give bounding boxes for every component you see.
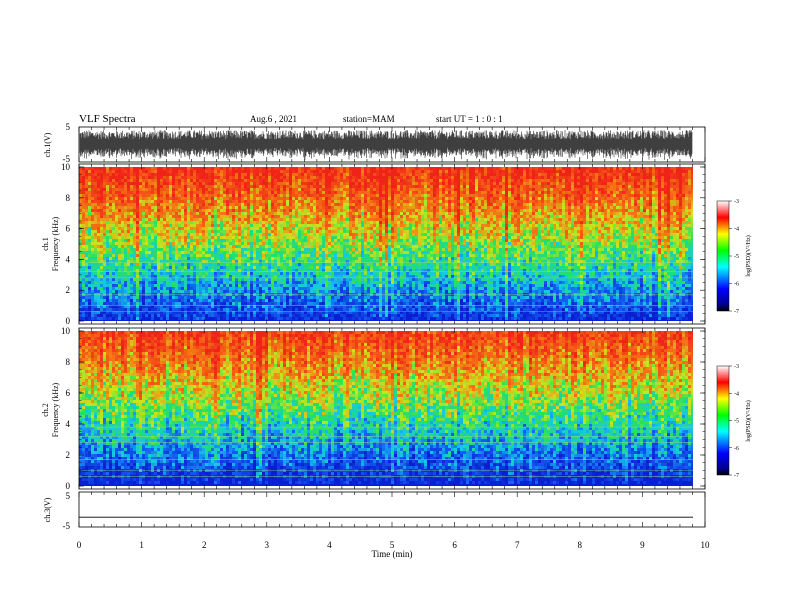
ch1-ylabel: ch.1(V): [43, 132, 52, 157]
ch1-colorbar-label: log(PSD)(V²/Hz): [745, 235, 752, 276]
ch1-spectrogram-panel: 0 2 4 6 8 10 ch.1 Frequency (kHz): [41, 162, 705, 326]
x-tick-label: 10: [701, 540, 711, 550]
start-ut-label: start UT = 1 : 0 : 1: [436, 114, 503, 124]
ch2-colorbar-label: log(PSD)(V²/Hz): [745, 400, 752, 441]
ch1-ytick-top: 5: [66, 122, 71, 132]
y-tick-label: 8: [66, 357, 71, 367]
ch1-waveform-panel: 5 -5 ch.1(V): [43, 122, 705, 164]
colorbar-tick-label: -3: [734, 364, 739, 370]
y-tick-label: 8: [66, 193, 71, 203]
colorbar-tick-label: -7: [734, 309, 739, 315]
ch3-waveform-panel: 5 -5 ch.3(V): [43, 491, 705, 531]
y-tick-label: 10: [61, 162, 71, 172]
ch1-waveform-line: [80, 130, 692, 160]
ch1-colorbar-scale: [717, 201, 729, 311]
date-label: Aug.6 , 2021: [250, 114, 297, 124]
x-tick-label: 7: [515, 540, 520, 550]
ch2-colorbar-ticks: -3 -4 -5 -6 -7: [729, 364, 739, 479]
ch1-colorbar-ticks: -3 -4 -5 -6 -7: [729, 199, 739, 315]
ch3-ylabel: ch.3(V): [43, 497, 52, 522]
y-tick-label: 10: [61, 326, 71, 336]
colorbar-tick-label: -6: [734, 446, 739, 452]
colorbar-tick-label: -7: [734, 473, 739, 479]
ch3-ytick-top: 5: [66, 491, 71, 501]
y-tick-label: 2: [66, 450, 71, 460]
ch1-colorbar: -3 -4 -5 -6 -7 log(PSD)(V²/Hz): [717, 199, 752, 315]
x-tick-label: 6: [452, 540, 457, 550]
ch2-colorbar-scale: [717, 366, 729, 475]
colorbar-tick-label: -5: [734, 419, 739, 425]
y-tick-label: 0: [66, 481, 71, 491]
x-tick-label: 3: [265, 540, 270, 550]
y-tick-label: 4: [66, 254, 71, 264]
colorbar-tick-label: -6: [734, 282, 739, 288]
y-tick-label: 2: [66, 285, 71, 295]
y-tick-label: 0: [66, 316, 71, 326]
station-label: station=MAM: [343, 114, 395, 124]
x-tick-label: 4: [327, 540, 332, 550]
ch1-frequency-label: Frequency (kHz): [51, 216, 60, 271]
figure-title: VLF Spectra: [79, 113, 136, 125]
ch3-ytick-bottom: -5: [63, 521, 71, 531]
colorbar-tick-label: -4: [734, 227, 739, 233]
ch1-waveform-trace: [80, 130, 692, 160]
x-tick-label: 1: [139, 540, 144, 550]
ch2-frequency-label-channel: ch.2: [41, 403, 50, 417]
colorbar-tick-label: -3: [734, 199, 739, 205]
colorbar-tick-label: -5: [734, 254, 739, 260]
ch2-colorbar: -3 -4 -5 -6 -7 log(PSD)(V²/Hz): [717, 364, 752, 479]
y-tick-label: 6: [66, 224, 71, 234]
ch1-spectrogram-heatmap: [79, 167, 693, 320]
x-tick-label: 9: [640, 540, 645, 550]
ch2-spectrogram-heatmap: [79, 331, 693, 484]
y-tick-label: 6: [66, 388, 71, 398]
x-tick-label: 0: [77, 540, 82, 550]
colorbar-tick-label: -4: [734, 391, 739, 397]
x-tick-label: 8: [578, 540, 583, 550]
ch2-spectrogram-panel: 0 2 4 6 8 10 ch.2 Frequency (kHz): [41, 326, 705, 491]
ch2-frequency-label: Frequency (kHz): [51, 382, 60, 437]
x-tick-label: 2: [202, 540, 207, 550]
y-tick-label: 4: [66, 419, 71, 429]
time-axis-label: Time (min): [372, 549, 413, 559]
ch3-waveform-frame: [79, 492, 705, 527]
ch1-frequency-label-channel: ch.1: [41, 237, 50, 251]
